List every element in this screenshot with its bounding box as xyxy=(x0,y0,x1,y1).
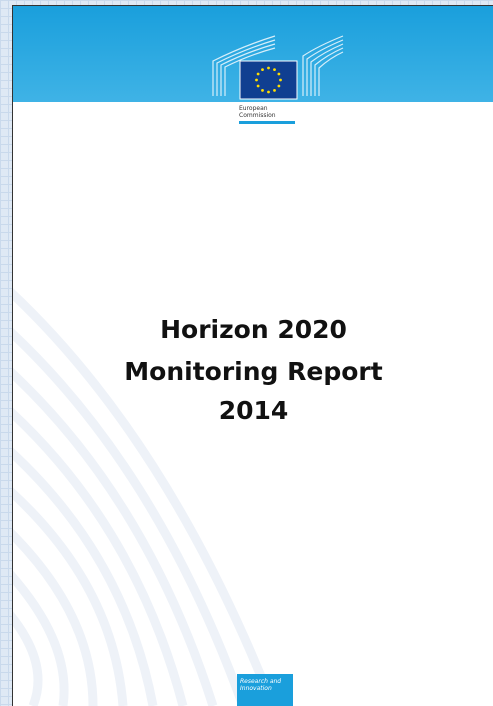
logo xyxy=(13,6,493,102)
logo-underline xyxy=(239,121,295,124)
footer-badge: Research and Innovation xyxy=(237,674,293,706)
footer-label: Innovation xyxy=(240,685,290,692)
organization-name: Commission xyxy=(239,112,309,119)
organization-name: European xyxy=(239,105,309,112)
title-line: 2014 xyxy=(13,396,493,425)
title-line: Horizon 2020 xyxy=(13,315,493,344)
document-view: {"header": {"organization": ["European",… xyxy=(0,0,493,705)
footer-label: Research and xyxy=(240,678,290,685)
cover-page: European Commission Horizon 2020 Monitor… xyxy=(12,5,493,706)
title-line: Monitoring Report xyxy=(13,357,493,386)
header-banner xyxy=(13,6,493,102)
